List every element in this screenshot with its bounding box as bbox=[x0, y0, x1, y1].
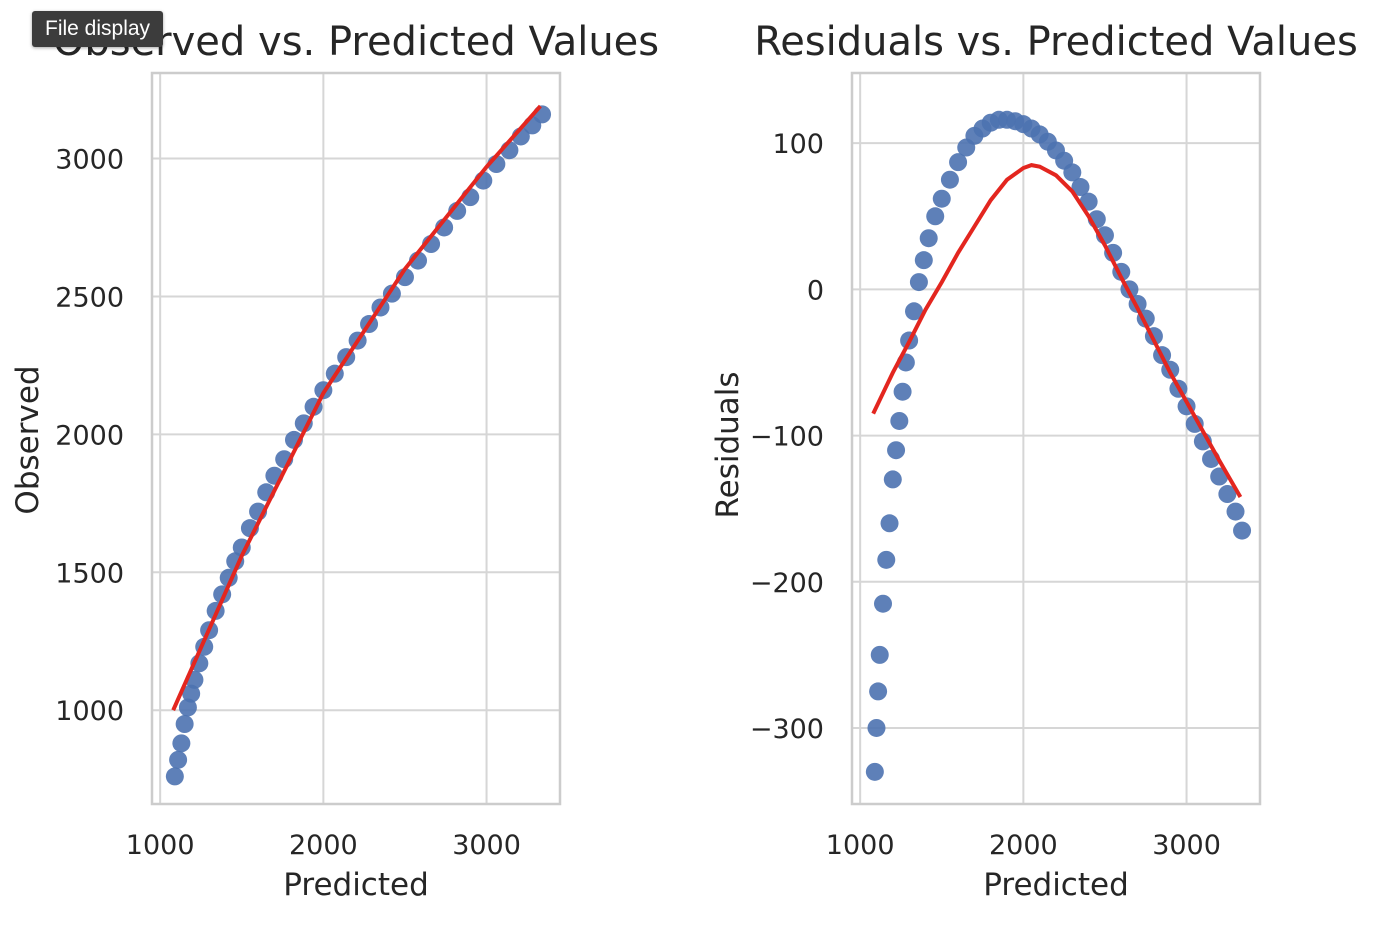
data-point bbox=[1233, 521, 1252, 540]
data-point bbox=[880, 514, 899, 533]
data-point bbox=[867, 718, 886, 737]
y-tick-label: 2500 bbox=[55, 282, 124, 313]
file-display-tooltip: File display bbox=[32, 11, 164, 47]
data-point bbox=[877, 550, 896, 569]
y-tick-label: 2000 bbox=[55, 420, 124, 451]
y-tick-label: −100 bbox=[750, 422, 824, 453]
data-point bbox=[869, 682, 888, 701]
data-point bbox=[940, 170, 959, 189]
data-point bbox=[949, 153, 968, 172]
ticks-observed: 1000 2000 3000 1000 1500 2000 2500 3000 bbox=[55, 145, 521, 861]
data-point bbox=[883, 470, 902, 489]
data-point bbox=[932, 189, 951, 208]
data-point bbox=[1071, 178, 1090, 197]
fit-line-observed bbox=[171, 104, 542, 712]
data-point bbox=[919, 229, 938, 248]
data-point bbox=[178, 698, 197, 717]
x-tick-label: 1000 bbox=[126, 830, 195, 861]
observed-vs-predicted-chart: Observed vs. Predicted Values 1000 2000 30… bbox=[10, 19, 659, 903]
plot-area-observed bbox=[152, 73, 560, 804]
fit-line-residuals bbox=[871, 163, 1243, 499]
data-point bbox=[890, 411, 909, 430]
data-point bbox=[1226, 502, 1245, 521]
x-tick-label: 2000 bbox=[989, 830, 1058, 861]
data-point bbox=[182, 684, 201, 703]
data-point bbox=[870, 645, 889, 664]
data-point bbox=[172, 734, 191, 753]
data-point bbox=[1218, 485, 1237, 504]
x-tick-label: 3000 bbox=[452, 830, 521, 861]
y-axis-label-observed: Observed bbox=[10, 365, 46, 514]
residuals-vs-predicted-chart: Residuals vs. Predicted Values 1000 2000 3… bbox=[710, 19, 1358, 903]
y-tick-label: 1500 bbox=[55, 558, 124, 589]
ticks-residuals: 1000 2000 3000 −300 −200 −100 0 100 bbox=[750, 129, 1221, 861]
y-axis-label-residuals: Residuals bbox=[710, 371, 746, 518]
y-tick-label: 0 bbox=[807, 275, 824, 306]
y-tick-label: −200 bbox=[750, 568, 824, 599]
x-tick-label: 1000 bbox=[826, 830, 895, 861]
plot-area-residuals bbox=[852, 73, 1260, 804]
y-tick-label: 3000 bbox=[55, 145, 124, 176]
data-point bbox=[175, 715, 194, 734]
data-point bbox=[865, 762, 884, 781]
x-tick-label: 3000 bbox=[1152, 830, 1221, 861]
frame-residuals bbox=[850, 71, 1262, 806]
y-tick-label: −300 bbox=[750, 714, 824, 745]
x-axis-label-observed: Predicted bbox=[283, 867, 429, 903]
points-residuals bbox=[865, 110, 1252, 781]
data-point bbox=[926, 207, 945, 226]
x-tick-label: 2000 bbox=[289, 830, 358, 861]
data-point bbox=[874, 594, 893, 613]
data-point bbox=[887, 441, 906, 460]
data-point bbox=[169, 750, 188, 769]
chart-title-residuals: Residuals vs. Predicted Values bbox=[754, 19, 1358, 65]
data-point bbox=[165, 767, 184, 786]
gridlines-residuals bbox=[852, 73, 1260, 804]
y-tick-label: 1000 bbox=[55, 696, 124, 727]
x-axis-label-residuals: Predicted bbox=[983, 867, 1129, 903]
data-point bbox=[909, 273, 928, 292]
data-point bbox=[1063, 163, 1082, 182]
data-point bbox=[905, 302, 924, 321]
y-tick-label: 100 bbox=[772, 129, 824, 160]
frame-observed bbox=[150, 71, 562, 806]
data-point bbox=[533, 105, 552, 124]
gridlines-observed bbox=[152, 73, 560, 804]
data-point bbox=[893, 382, 912, 401]
data-point bbox=[914, 251, 933, 270]
